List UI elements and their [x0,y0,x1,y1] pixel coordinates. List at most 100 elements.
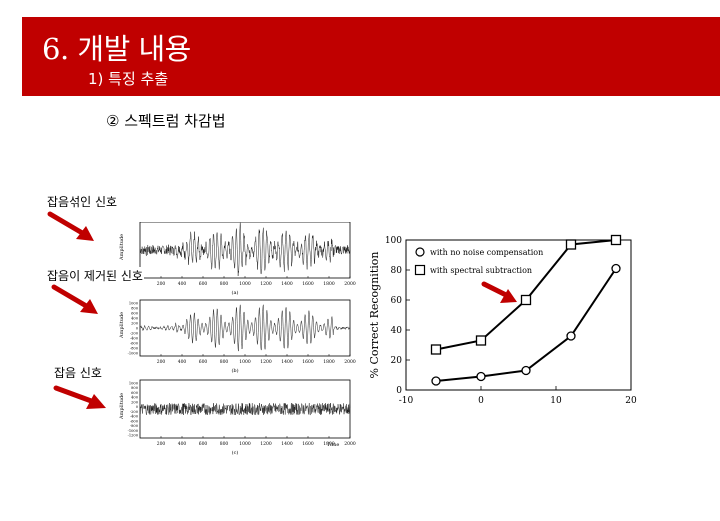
data-point [566,331,576,341]
arrow-icon [53,385,106,409]
y-tick-label: -800 [130,347,139,351]
x-tick-label: 600 [199,359,208,365]
data-point [565,239,577,250]
x-tick-label: 400 [178,359,187,365]
x-tick-label: 600 [199,441,208,447]
y-tick-label: -1000 [128,352,139,356]
y-tick-label: 800 [131,386,139,390]
x-tick-label: 800 [220,441,229,447]
signal-panel: Amplitude 200 400 600 800 1000 1200 1400 1600 180… [119,222,356,296]
data-point [476,371,486,382]
series-no-compensation [431,263,621,386]
y-axis-label: % Correct Recognition [368,252,381,379]
signal-panel: Amplitude10008006004002000-200-400-600-8… [119,299,356,374]
arrow-icon [47,211,94,241]
data-point [431,376,441,386]
arrow-icon [481,281,517,303]
x-tick-label: 1800 [323,359,335,365]
title-banner: 6. 개발 내용 1) 특징 추출 [22,17,720,96]
x-tick-label: 2000 [344,441,356,447]
x-tick-label: 800 [220,281,229,287]
x-tick-label: 10 [550,396,562,406]
x-tick-label: 1600 [302,359,314,365]
y-tick-label: 600 [131,312,139,316]
x-tick-label: 1000 [239,359,251,365]
x-tick-label: 1600 [302,441,314,447]
x-tick-label: 1000 [239,281,251,287]
data-point [430,344,442,355]
waveform-line [139,222,351,277]
x-tick-label: 20 [625,396,637,406]
y-tick-label: 200 [131,322,139,326]
x-tick-label: 400 [178,441,187,447]
legend: with no noise compensation with spectral … [414,247,543,276]
y-tick-label: 400 [131,317,139,321]
slide-title: 6. 개발 내용 [42,32,191,66]
plot-frame [405,239,632,391]
x-tick-label: 1800 [323,441,335,447]
x-tick-label: 1000 [239,441,251,447]
legend-marker [414,264,426,276]
y-tick-label: 200 [131,400,139,404]
data-point [610,234,622,246]
y-tick-label: -1000 [128,429,139,433]
waveform-line [139,402,351,416]
noise-signal-label: 잡음 신호 [53,364,103,381]
x-tick-label: 1400 [281,359,293,365]
x-tick-label: 1800 [323,281,335,287]
y-tick-label: 0 [396,386,402,396]
x-axis-label: Time [327,442,340,448]
x-tick-label: 200 [157,359,166,365]
y-tick-label: 0 [136,327,139,331]
x-tick-label: 600 [199,281,208,287]
data-point [611,263,621,274]
y-tick-label: -200 [130,410,139,414]
x-tick-label: 2000 [344,281,356,287]
slide-subtitle: 1) 특징 추출 [88,70,169,88]
x-tick-label: 1200 [260,281,272,287]
data-point [520,294,532,306]
y-tick-label: -1200 [128,434,139,438]
y-tick-label: 0 [136,405,139,409]
x-tick-label: 0 [478,396,484,406]
y-tick-label: -400 [130,337,139,341]
y-tick-label: -600 [130,419,139,423]
x-tick-label: 1200 [260,441,272,447]
y-axis-label: Amplitude [119,234,125,261]
x-tick-label: 2000 [344,359,356,365]
panel-caption: (a) [232,289,239,296]
waveform-line [139,304,351,352]
legend-label: with spectral subtraction [430,266,532,275]
x-tick-label: -10 [399,396,414,406]
y-tick-label: 20 [391,356,403,366]
y-tick-label: 1000 [129,382,139,386]
y-tick-label: -600 [130,342,139,346]
legend-marker [415,247,425,257]
x-tick-label: 200 [157,281,166,287]
y-tick-label: 40 [391,326,403,336]
series-line [435,267,617,382]
x-tick-label: 200 [157,441,166,447]
x-tick-label: 1400 [281,441,293,447]
denoised-signal-label: 잡음이 제거된 신호 [46,267,144,284]
legend-label: with no noise compensation [430,248,543,257]
signal-panel: Amplitude10008006004002000-200-400-600-8… [119,379,356,456]
series-spectral-subtraction [430,234,622,355]
y-axis-label: Amplitude [119,393,125,420]
panel-caption: (c) [232,449,239,456]
x-tick-label: 1200 [260,359,272,365]
y-tick-label: 60 [391,296,403,306]
y-tick-label: -400 [130,415,139,419]
y-tick-label: 800 [131,307,139,311]
panel-caption: (b) [231,367,238,374]
y-tick-label: -800 [130,424,139,428]
data-point [521,365,531,376]
data-point [475,335,487,346]
y-tick-label: -200 [130,332,139,336]
arrow-icon [51,284,98,314]
y-tick-label: 400 [131,396,139,400]
y-tick-label: 100 [385,236,402,246]
x-tick-label: 400 [178,281,187,287]
y-tick-label: 600 [131,391,139,395]
